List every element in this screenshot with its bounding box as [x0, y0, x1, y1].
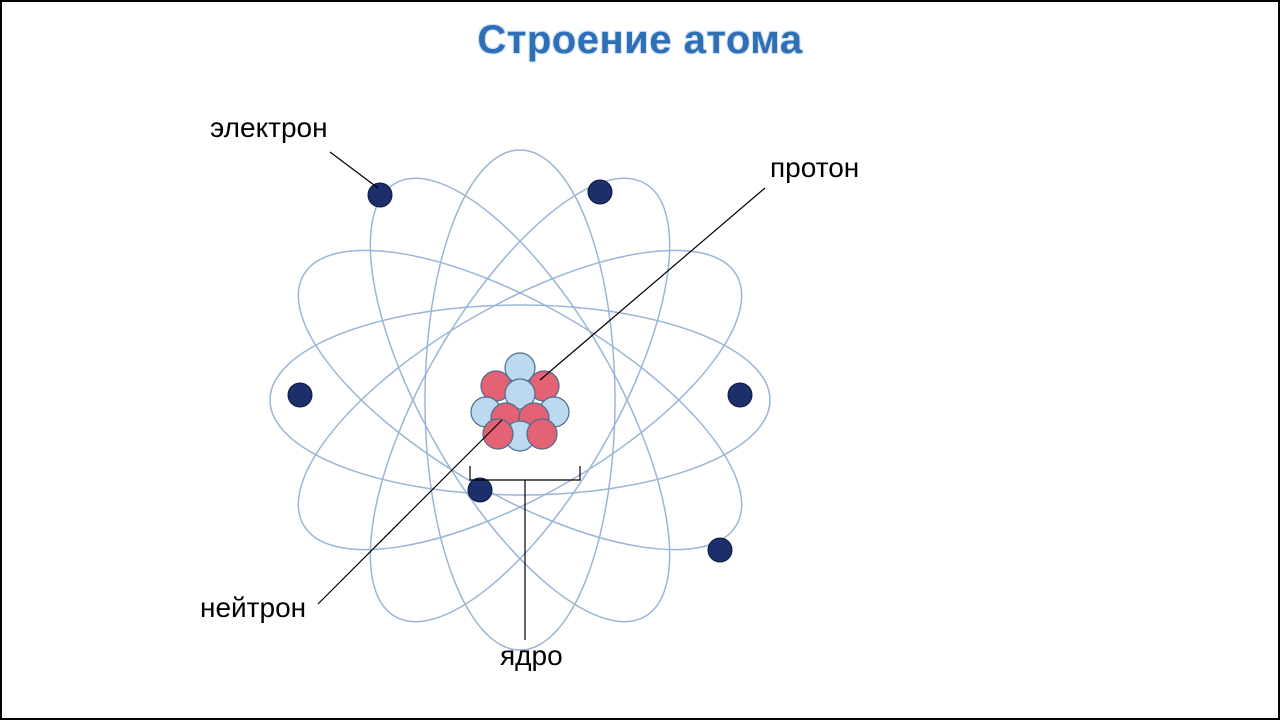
label-proton: протон — [770, 152, 859, 184]
proton-particle — [527, 419, 557, 449]
callout-line-neutron — [318, 420, 502, 604]
electron-particle — [468, 478, 492, 502]
electron-particle — [708, 538, 732, 562]
callout-line-electron — [330, 152, 378, 188]
electron-particle — [368, 183, 392, 207]
label-nucleus: ядро — [500, 640, 563, 672]
electron-particle — [588, 180, 612, 204]
label-neutron: нейтрон — [200, 592, 306, 624]
callout-line-proton — [540, 188, 765, 380]
electron-particle — [288, 383, 312, 407]
atom-diagram — [0, 0, 1280, 720]
label-electron: электрон — [210, 112, 328, 144]
electron-particle — [728, 383, 752, 407]
